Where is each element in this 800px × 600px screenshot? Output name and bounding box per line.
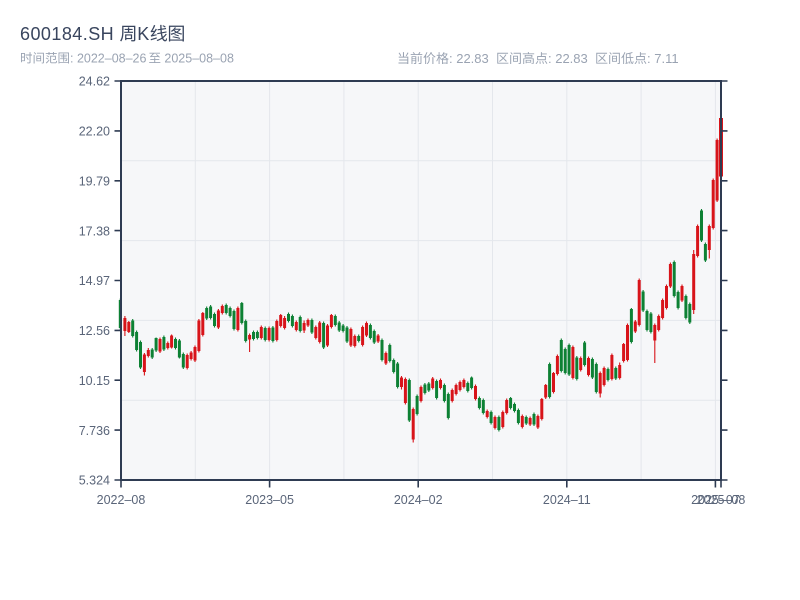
svg-text:19.79: 19.79 — [79, 174, 110, 188]
svg-text:: 7.11: : 7.11 — [647, 51, 679, 66]
svg-text:5.324: 5.324 — [79, 474, 110, 488]
svg-text:12.56: 12.56 — [79, 324, 110, 338]
svg-text:22.20: 22.20 — [79, 125, 110, 139]
svg-text:K: K — [137, 24, 149, 44]
svg-text:2022–08: 2022–08 — [97, 493, 146, 507]
svg-text:7.736: 7.736 — [79, 424, 110, 438]
svg-text:2023–05: 2023–05 — [245, 493, 294, 507]
svg-text:14.97: 14.97 — [79, 274, 110, 288]
svg-text:2025–08–08: 2025–08–08 — [164, 52, 234, 66]
svg-text:17.38: 17.38 — [79, 224, 110, 238]
svg-text:: 2022–08–26: : 2022–08–26 — [70, 52, 147, 66]
svg-text:: 22.83: : 22.83 — [449, 51, 489, 66]
svg-text:2024–02: 2024–02 — [394, 493, 443, 507]
svg-text:2025–07: 2025–07 — [691, 493, 740, 507]
svg-text:10.15: 10.15 — [79, 374, 110, 388]
svg-text:: 22.83: : 22.83 — [548, 51, 588, 66]
svg-text:24.62: 24.62 — [79, 75, 110, 89]
svg-text:600184.SH: 600184.SH — [20, 24, 114, 44]
svg-text:2025–08: 2025–08 — [697, 493, 746, 507]
svg-text:2024–11: 2024–11 — [543, 493, 591, 507]
